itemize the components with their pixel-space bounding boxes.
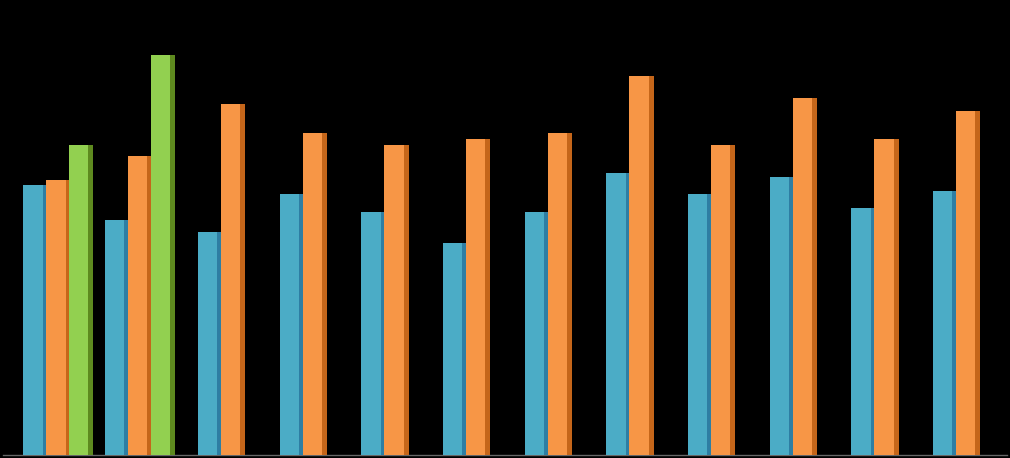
Bar [933, 191, 952, 455]
Bar [547, 133, 567, 455]
Bar [871, 208, 876, 455]
Bar [280, 194, 299, 455]
Bar [198, 233, 217, 455]
Bar [486, 138, 490, 455]
Bar [46, 180, 66, 455]
Bar [384, 146, 404, 455]
Bar [626, 173, 630, 455]
Bar [648, 76, 653, 455]
Bar [711, 146, 730, 455]
Bar [730, 146, 735, 455]
Bar [443, 243, 463, 455]
Bar [524, 212, 544, 455]
Bar [124, 220, 129, 455]
Bar [707, 194, 712, 455]
Bar [23, 185, 42, 455]
Bar [362, 212, 381, 455]
Bar [150, 55, 170, 455]
Bar [955, 111, 976, 455]
Bar [812, 98, 817, 455]
Bar [851, 208, 871, 455]
Bar [952, 191, 957, 455]
Bar [217, 233, 222, 455]
Bar [770, 177, 789, 455]
Bar [69, 146, 89, 455]
Bar [688, 194, 707, 455]
Bar [381, 212, 386, 455]
Bar [299, 194, 304, 455]
Bar [170, 55, 175, 455]
Bar [567, 133, 572, 455]
Bar [322, 133, 327, 455]
Bar [240, 104, 245, 455]
Bar [303, 133, 322, 455]
Bar [793, 98, 812, 455]
Bar [105, 220, 124, 455]
Bar [89, 146, 93, 455]
Bar [875, 138, 894, 455]
Bar [544, 212, 549, 455]
Bar [629, 76, 648, 455]
Bar [894, 138, 899, 455]
Bar [128, 156, 147, 455]
Bar [42, 185, 47, 455]
Bar [466, 138, 486, 455]
Bar [789, 177, 794, 455]
Bar [66, 180, 71, 455]
Bar [147, 156, 153, 455]
Bar [976, 111, 980, 455]
Bar [606, 173, 626, 455]
Bar [221, 104, 240, 455]
Bar [404, 146, 409, 455]
Bar [463, 243, 468, 455]
